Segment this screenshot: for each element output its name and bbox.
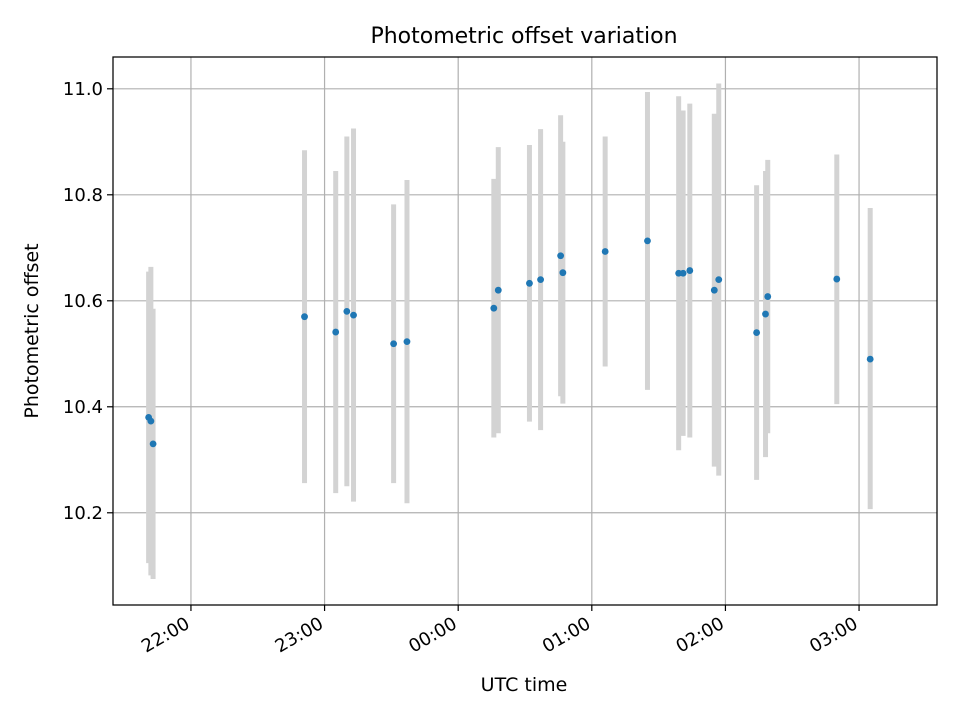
data-point [350, 311, 357, 319]
plot-frame [112, 56, 938, 606]
data-point [332, 328, 340, 336]
data-point [494, 286, 502, 294]
y-axis-label: Photometric offset [21, 243, 43, 418]
data-point [149, 440, 157, 448]
y-axis-ticks: 10.2 10.4 10.6 10.8 11.0 [63, 79, 113, 524]
x-axis-label: UTC time [481, 674, 568, 696]
data-point [343, 307, 351, 315]
data-point [537, 276, 544, 283]
data-point [403, 338, 411, 345]
data-point [710, 286, 718, 294]
data-point [833, 275, 841, 283]
data-point [686, 267, 694, 274]
data-point [866, 355, 874, 363]
data-point [762, 310, 769, 318]
data-point [147, 417, 155, 425]
y-tick-label: 10.4 [63, 397, 103, 418]
data-point [715, 276, 723, 283]
data-point [526, 279, 533, 287]
data-point [557, 252, 565, 260]
y-tick-label: 11.0 [63, 79, 103, 100]
chart-title: Photometric offset variation [370, 24, 677, 49]
data-point [753, 329, 761, 336]
data-point [301, 313, 308, 321]
data-point [490, 304, 498, 312]
y-tick-label: 10.2 [63, 503, 103, 524]
data-point [390, 340, 398, 348]
data-point [601, 248, 609, 255]
data-point [644, 237, 651, 245]
data-point [679, 269, 687, 277]
data-points [145, 237, 874, 448]
data-point [764, 293, 772, 300]
data-point [559, 269, 567, 277]
y-tick-label: 10.8 [63, 185, 103, 206]
y-tick-label: 10.6 [63, 291, 103, 312]
grid [113, 57, 937, 605]
